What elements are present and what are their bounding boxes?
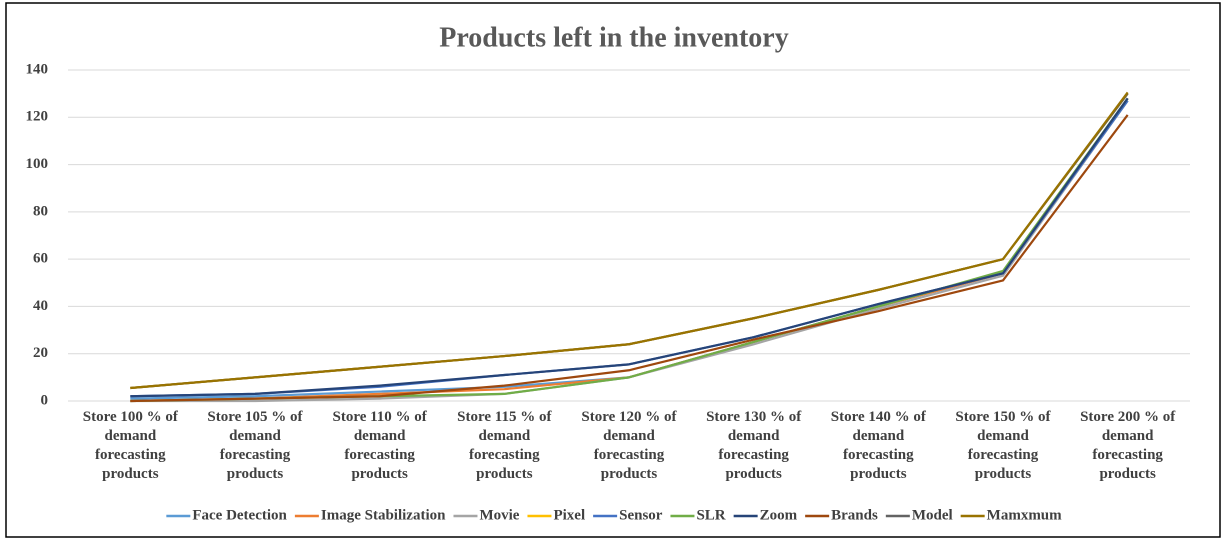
x-tick-label: Store 140 % of demand forecasting products [831,409,927,482]
x-tick-label: Store 105 % of demand forecasting products [207,409,303,482]
x-tick-label: Store 200 % of demand forecasting products [1080,409,1176,482]
x-tick-label: Store 115 % of demand forecasting products [457,409,552,482]
y-tick-label: 60 [33,251,48,267]
y-tick-label: 80 [33,203,48,219]
chart-title: Products left in the inventory [439,22,788,53]
line-series [130,114,1129,403]
y-tick-label: 140 [26,61,49,77]
legend-label: Brands [831,507,878,523]
y-tick-label: 120 [26,109,49,125]
y-tick-label: 100 [26,156,49,172]
legend-label: Model [912,507,953,523]
line-series [130,91,1129,390]
legend-label: Pixel [553,507,585,523]
legend-label: Mamxmum [987,507,1062,523]
legend-label: Sensor [619,507,663,523]
legend-label: Movie [479,507,519,523]
x-tick-label: Store 100 % of demand forecasting products [83,409,179,482]
legend-label: Zoom [760,507,798,523]
x-tick-label: Store 120 % of demand forecasting products [581,409,677,482]
chart-frame [5,2,1221,538]
legend-label: SLR [696,507,725,523]
x-tick-label: Store 130 % of demand forecasting products [706,409,802,482]
line-series [130,97,1129,398]
x-tick-label: Store 150 % of demand forecasting products [955,409,1051,482]
legend-label: Image Stabilization [321,507,446,523]
legend-label: Face Detection [192,507,287,523]
legend: Face Detection Image Stabilization Movie Pi… [166,507,1062,523]
y-tick-label: 20 [33,345,48,361]
x-tick-label: Store 110 % of demand forecasting products [333,409,428,482]
y-tick-label: 0 [41,392,49,408]
y-tick-label: 40 [33,298,48,314]
